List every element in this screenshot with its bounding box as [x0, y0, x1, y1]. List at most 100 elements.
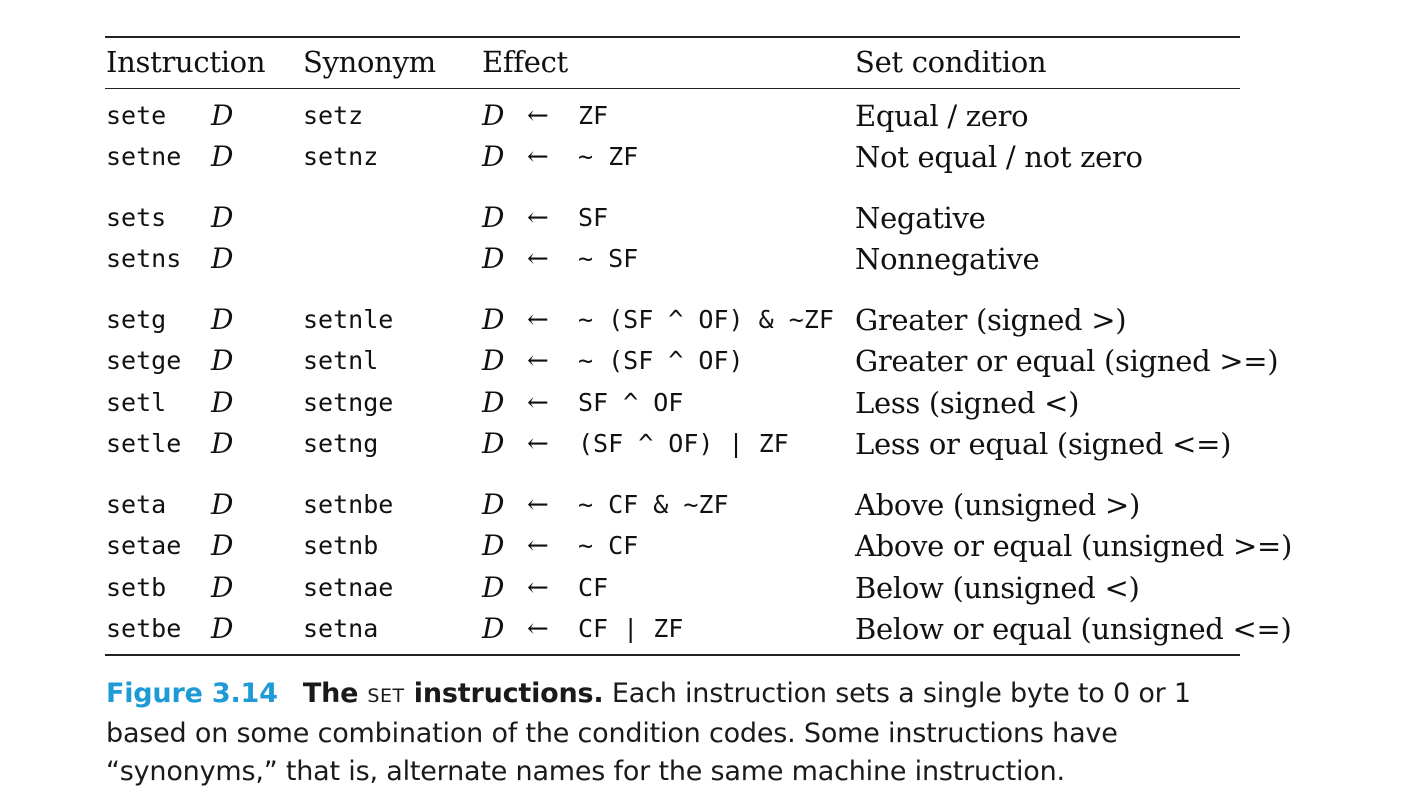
instruction-cell: sets	[106, 203, 167, 232]
effect-arrow: ←	[527, 305, 549, 335]
effect-dest: D	[482, 529, 505, 562]
header-set-condition: Set condition	[855, 45, 1047, 79]
effect-dest: D	[482, 344, 505, 377]
instruction-cell: setne	[106, 142, 182, 171]
effect-dest: D	[482, 571, 505, 604]
instruction-cell: setle	[106, 429, 182, 458]
effect-dest: D	[482, 303, 505, 336]
condition-cell: Less or equal (signed <=)	[855, 427, 1232, 461]
instruction-dest: D	[211, 571, 234, 604]
condition-cell: Negative	[855, 201, 986, 235]
instruction-dest: D	[211, 201, 234, 234]
condition-cell: Above or equal (unsigned >=)	[855, 529, 1292, 563]
effect-expression: ZF	[578, 101, 609, 130]
synonym-cell: setnl	[303, 346, 379, 375]
effect-expression: ~ SF	[578, 244, 639, 273]
figure-title-post: instructions.	[413, 678, 604, 709]
effect-arrow: ←	[527, 490, 549, 520]
synonym-cell: setnae	[303, 573, 394, 602]
table-row: setns D D ← ~ SF Nonnegative	[0, 239, 1413, 279]
effect-arrow: ←	[527, 346, 549, 376]
effect-arrow: ←	[527, 142, 549, 172]
synonym-cell: setnz	[303, 142, 379, 171]
instruction-dest: D	[211, 612, 234, 645]
effect-dest: D	[482, 99, 505, 132]
effect-arrow: ←	[527, 244, 549, 274]
instruction-cell: setae	[106, 531, 182, 560]
instruction-dest: D	[211, 99, 234, 132]
table-row: sets D D ← SF Negative	[0, 198, 1413, 238]
condition-cell: Nonnegative	[855, 242, 1040, 276]
effect-dest: D	[482, 201, 505, 234]
condition-cell: Above (unsigned >)	[855, 488, 1140, 522]
condition-cell: Greater (signed >)	[855, 303, 1127, 337]
instruction-cell: setns	[106, 244, 182, 273]
effect-arrow: ←	[527, 614, 549, 644]
synonym-cell: setng	[303, 429, 379, 458]
effect-expression: ~ (SF ^ OF) & ~ZF	[578, 305, 834, 334]
synonym-cell: setna	[303, 614, 379, 643]
effect-dest: D	[482, 140, 505, 173]
condition-cell: Greater or equal (signed >=)	[855, 344, 1279, 378]
instruction-cell: setl	[106, 388, 167, 417]
instruction-dest: D	[211, 529, 234, 562]
instruction-cell: setbe	[106, 614, 182, 643]
table-bottom-rule	[105, 654, 1240, 656]
effect-expression: CF | ZF	[578, 614, 684, 643]
figure-title-smallcaps: SET	[367, 685, 405, 707]
effect-arrow: ←	[527, 429, 549, 459]
synonym-cell: setz	[303, 101, 364, 130]
effect-expression: ~ (SF ^ OF)	[578, 346, 744, 375]
effect-arrow: ←	[527, 388, 549, 418]
effect-expression: ~ CF & ~ZF	[578, 490, 729, 519]
condition-cell: Not equal / not zero	[855, 140, 1143, 174]
instruction-dest: D	[211, 344, 234, 377]
figure-caption-text: Each instruction sets a single byte to 0…	[106, 678, 1191, 787]
instruction-dest: D	[211, 242, 234, 275]
effect-dest: D	[482, 612, 505, 645]
instruction-cell: seta	[106, 490, 167, 519]
effect-dest: D	[482, 386, 505, 419]
figure-title-pre: The	[302, 678, 359, 709]
instruction-dest: D	[211, 386, 234, 419]
condition-cell: Below or equal (unsigned <=)	[855, 612, 1292, 646]
synonym-cell: setnle	[303, 305, 394, 334]
condition-cell: Equal / zero	[855, 99, 1029, 133]
condition-cell: Below (unsigned <)	[855, 571, 1140, 605]
instruction-cell: setge	[106, 346, 182, 375]
figure-label: Figure 3.14	[106, 678, 278, 709]
instruction-cell: setg	[106, 305, 167, 334]
effect-arrow: ←	[527, 531, 549, 561]
effect-arrow: ←	[527, 573, 549, 603]
header-instruction: Instruction	[106, 45, 266, 79]
instruction-dest: D	[211, 303, 234, 336]
table-top-rule	[105, 36, 1240, 38]
instruction-dest: D	[211, 427, 234, 460]
effect-expression: CF	[578, 573, 609, 602]
figure-caption: Figure 3.14 The SET instructions. Each i…	[106, 675, 1256, 791]
effect-dest: D	[482, 427, 505, 460]
effect-expression: SF	[578, 203, 609, 232]
synonym-cell: setnge	[303, 388, 394, 417]
instruction-dest: D	[211, 488, 234, 521]
synonym-cell: setnbe	[303, 490, 394, 519]
condition-cell: Less (signed <)	[855, 386, 1080, 420]
effect-arrow: ←	[527, 203, 549, 233]
synonym-cell: setnb	[303, 531, 379, 560]
effect-expression: ~ CF	[578, 531, 639, 560]
effect-arrow: ←	[527, 101, 549, 131]
header-synonym: Synonym	[303, 45, 436, 79]
effect-expression: SF ^ OF	[578, 388, 684, 417]
instruction-cell: sete	[106, 101, 167, 130]
